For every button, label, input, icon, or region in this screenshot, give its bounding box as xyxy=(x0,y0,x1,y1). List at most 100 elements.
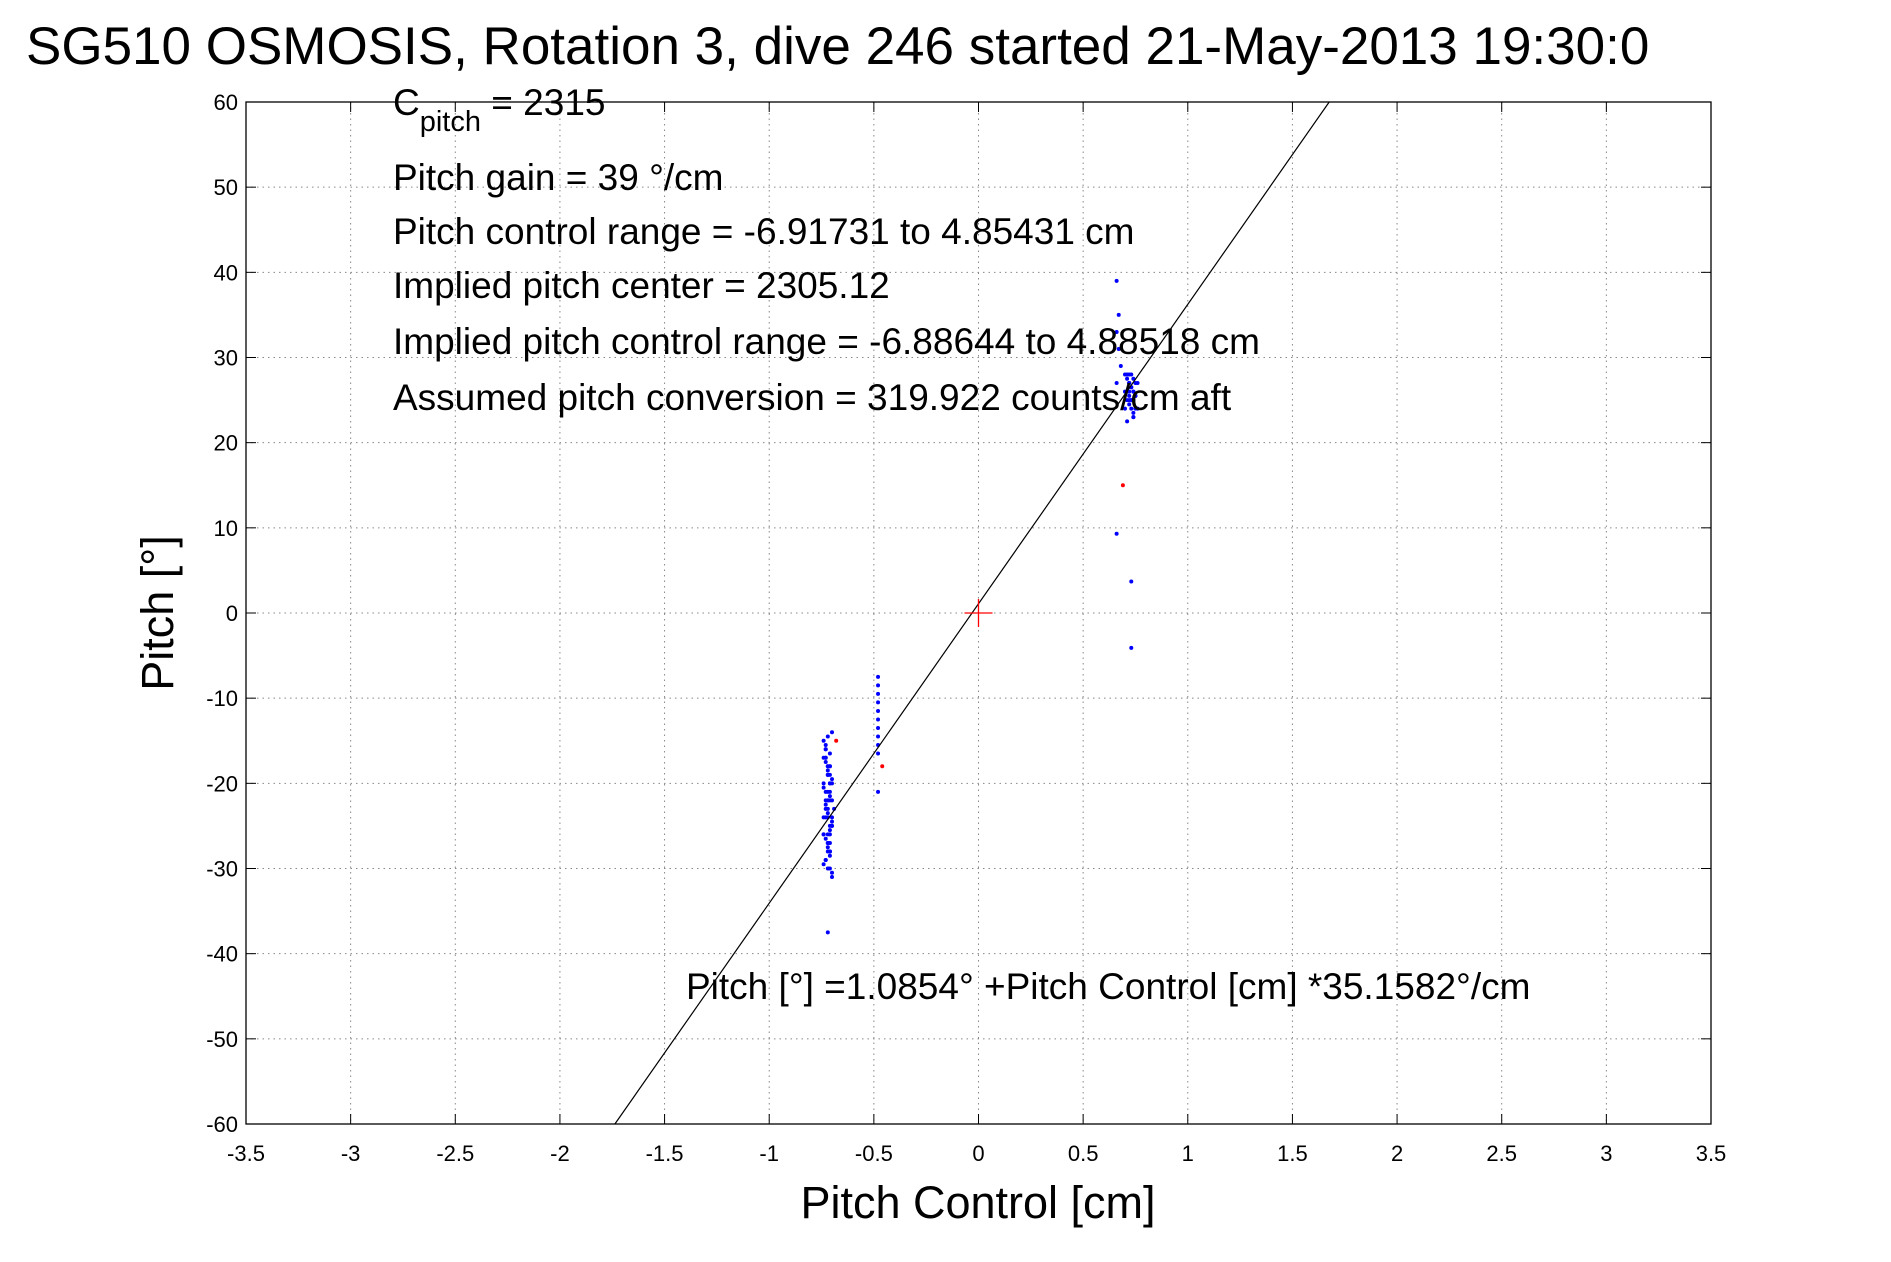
x-tick-label: -1.5 xyxy=(646,1141,684,1166)
data-point xyxy=(827,849,832,854)
data-point xyxy=(830,870,834,875)
data-point xyxy=(821,815,826,820)
data-point xyxy=(830,777,834,782)
annotation-fit-equation: Pitch [°] =1.0854° +Pitch Control [cm] *… xyxy=(686,966,1530,1007)
data-point xyxy=(1118,364,1123,369)
data-point xyxy=(876,683,881,688)
data-point xyxy=(825,811,830,816)
data-point xyxy=(1127,402,1132,407)
x-tick-label: -2.5 xyxy=(436,1141,474,1166)
x-tick-label: -0.5 xyxy=(855,1141,893,1166)
data-point xyxy=(876,708,881,713)
data-point xyxy=(1125,376,1130,381)
data-point xyxy=(823,747,828,752)
data-point xyxy=(1116,346,1121,351)
data-point xyxy=(1129,406,1134,411)
data-point xyxy=(827,794,832,799)
data-point xyxy=(823,836,828,841)
y-tick-label: 10 xyxy=(214,516,238,541)
y-tick-label: 0 xyxy=(226,601,238,626)
data-point xyxy=(830,815,834,820)
data-point xyxy=(876,717,881,722)
chart-title: SG510 OSMOSIS, Rotation 3, dive 246 star… xyxy=(26,17,1649,76)
data-point xyxy=(827,828,832,833)
data-point xyxy=(880,764,885,769)
data-point xyxy=(1131,389,1136,394)
data-point xyxy=(876,751,881,756)
y-axis-label: Pitch [°] xyxy=(132,535,183,691)
data-point xyxy=(827,866,832,871)
data-point xyxy=(1133,393,1138,398)
data-point xyxy=(1131,415,1136,420)
data-point xyxy=(827,823,832,828)
annotation-pitch-control-range: Pitch control range = -6.91731 to 4.8543… xyxy=(393,211,1135,252)
data-point xyxy=(823,755,828,760)
annotation-implied-center: Implied pitch center = 2305.12 xyxy=(393,265,890,306)
y-tick-label: -10 xyxy=(206,686,238,711)
data-point xyxy=(1129,645,1134,650)
annotation-cpitch-value: = 2315 xyxy=(481,82,605,123)
data-point xyxy=(834,738,839,743)
data-point xyxy=(1135,381,1140,386)
y-tick-label: -40 xyxy=(206,942,238,967)
annotation-pitch-gain: Pitch gain = 39 °/cm xyxy=(393,157,724,198)
data-point xyxy=(823,789,828,794)
data-point xyxy=(821,785,826,790)
data-point xyxy=(823,798,828,803)
data-point xyxy=(876,789,881,794)
data-point xyxy=(821,832,826,837)
x-tick-label: 2.5 xyxy=(1486,1141,1517,1166)
y-tick-label: 20 xyxy=(214,431,238,456)
data-point xyxy=(1116,312,1121,317)
x-tick-label: 1.5 xyxy=(1277,1141,1308,1166)
plot-frame xyxy=(245,101,1712,1125)
data-point xyxy=(876,700,881,705)
data-point xyxy=(827,789,832,794)
data-point xyxy=(825,772,830,777)
annotation-block: Cpitch = 2315 Pitch gain = 39 °/cm Pitch… xyxy=(393,82,1530,1007)
data-point xyxy=(825,930,830,935)
x-tick-label: 1 xyxy=(1182,1141,1194,1166)
data-point xyxy=(825,806,830,811)
data-point xyxy=(876,691,881,696)
data-point xyxy=(1127,398,1132,403)
x-tick-label: 3 xyxy=(1600,1141,1612,1166)
data-point xyxy=(830,730,834,735)
data-point xyxy=(830,875,834,880)
x-tick-label: -3 xyxy=(341,1141,361,1166)
y-tick-label: -30 xyxy=(206,857,238,882)
data-point xyxy=(830,819,834,824)
data-point xyxy=(876,734,881,739)
data-point xyxy=(1129,579,1134,584)
x-tick-label: 2 xyxy=(1391,1141,1403,1166)
data-point xyxy=(821,781,826,786)
data-point xyxy=(876,674,881,679)
x-tick-label: 0.5 xyxy=(1068,1141,1099,1166)
annotation-cpitch: Cpitch = 2315 xyxy=(393,82,605,138)
data-point xyxy=(1114,381,1119,386)
data-point xyxy=(1114,329,1119,334)
data-point xyxy=(1120,483,1125,488)
data-point xyxy=(1131,410,1136,415)
data-point xyxy=(827,853,832,858)
fit-line-group xyxy=(614,101,1330,1125)
data-point xyxy=(1114,278,1119,283)
y-tick-label: -50 xyxy=(206,1027,238,1052)
x-axis-label: Pitch Control [cm] xyxy=(800,1177,1155,1228)
data-point xyxy=(827,781,832,786)
data-point xyxy=(1125,372,1130,377)
annotation-cpitch-c: C xyxy=(393,82,420,123)
data-point xyxy=(825,840,830,845)
annotation-cpitch-sub: pitch xyxy=(420,106,481,138)
y-tick-label: 30 xyxy=(214,346,238,371)
y-tick-label: 50 xyxy=(214,175,238,200)
y-tick-label: 60 xyxy=(214,90,238,115)
data-point xyxy=(823,802,828,807)
data-point xyxy=(876,725,881,730)
data-point xyxy=(823,760,828,765)
x-tick-label: -3.5 xyxy=(227,1141,265,1166)
annotation-assumed-conversion: Assumed pitch conversion = 319.922 count… xyxy=(393,377,1232,418)
data-point xyxy=(821,738,826,743)
annotation-implied-range: Implied pitch control range = -6.88644 t… xyxy=(393,321,1260,362)
